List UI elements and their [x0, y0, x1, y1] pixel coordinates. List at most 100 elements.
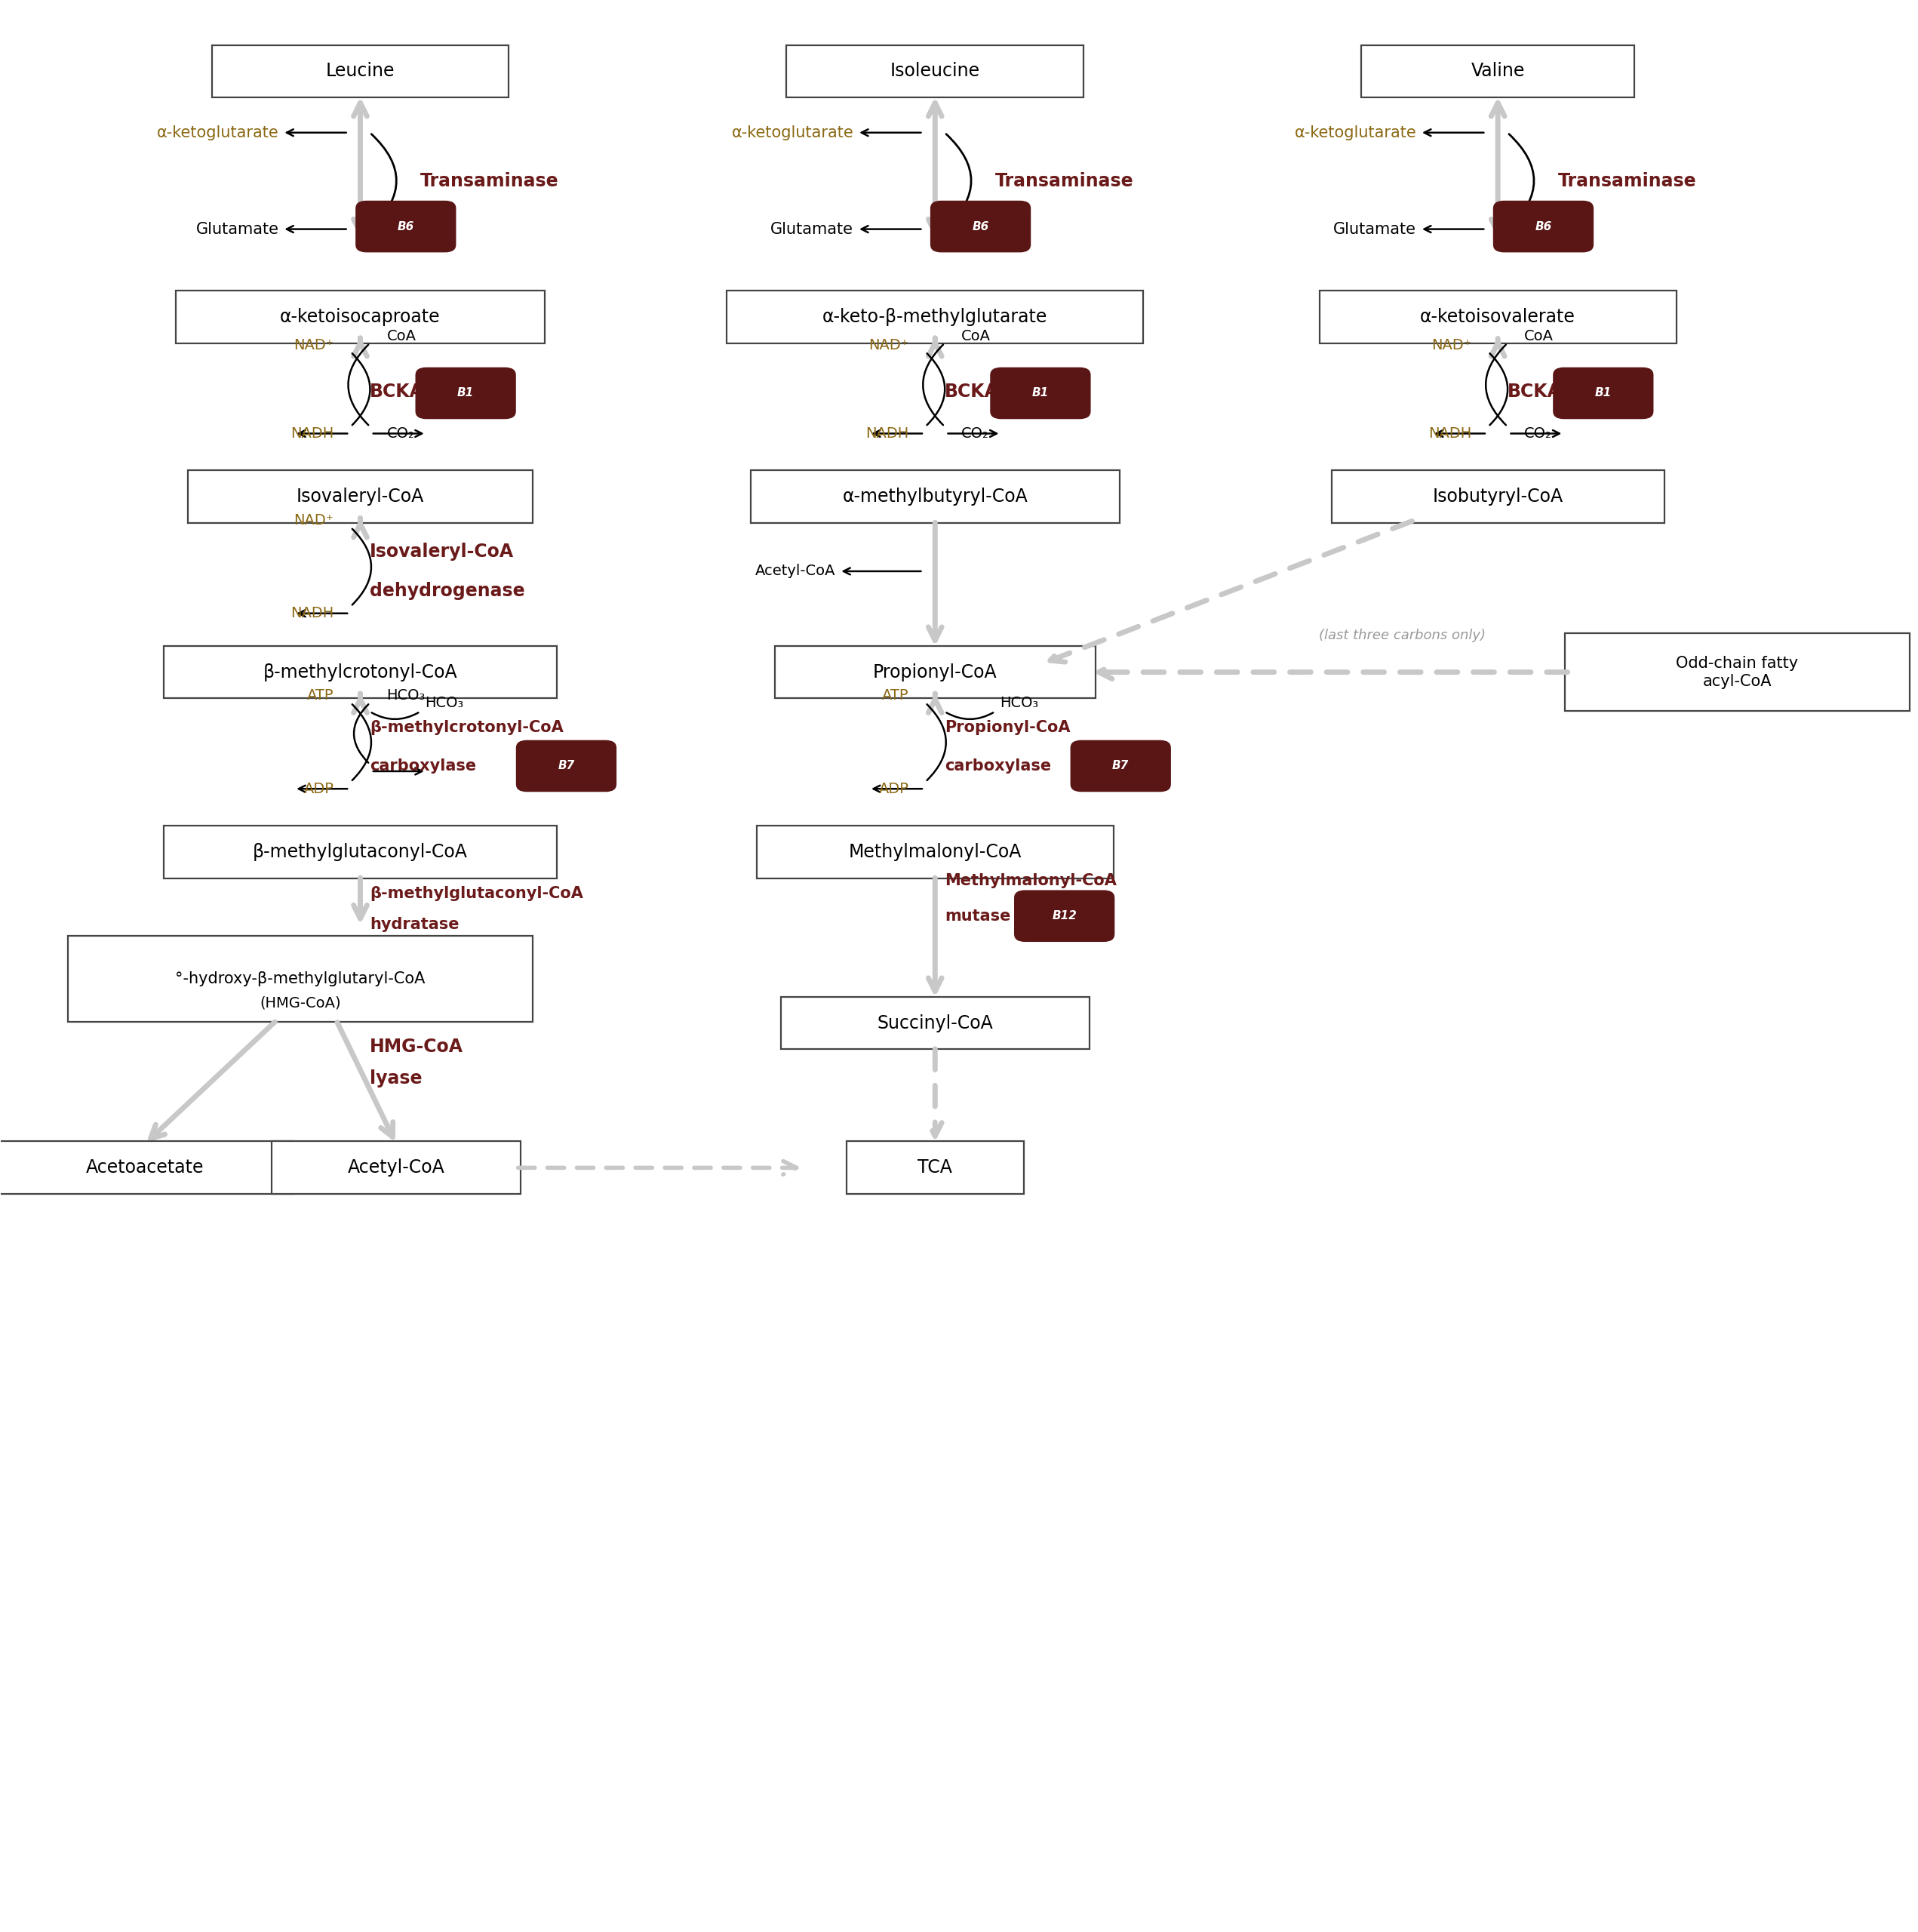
FancyBboxPatch shape [1070, 740, 1172, 792]
Text: BCKAD: BCKAD [1508, 383, 1577, 400]
Text: Transaminase: Transaminase [420, 172, 558, 189]
Text: BCKAD: BCKAD [946, 383, 1015, 400]
Text: β-methylcrotonyl-CoA: β-methylcrotonyl-CoA [263, 663, 458, 682]
Text: α-ketoisovalerate: α-ketoisovalerate [1419, 307, 1575, 327]
Text: B1: B1 [1032, 388, 1049, 398]
Text: Transaminase: Transaminase [995, 172, 1134, 189]
Text: α-ketoglutarate: α-ketoglutarate [157, 126, 278, 141]
FancyBboxPatch shape [846, 1142, 1024, 1194]
FancyBboxPatch shape [163, 825, 556, 879]
Text: carboxylase: carboxylase [370, 759, 476, 773]
Text: CO₂: CO₂ [387, 427, 414, 440]
Text: β-methylglutaconyl-CoA: β-methylglutaconyl-CoA [253, 842, 468, 862]
Text: CO₂: CO₂ [1525, 427, 1552, 440]
FancyBboxPatch shape [0, 1142, 293, 1194]
Text: BCKAD: BCKAD [370, 383, 439, 400]
FancyBboxPatch shape [1492, 201, 1594, 253]
Text: Isovaleryl-CoA: Isovaleryl-CoA [297, 487, 424, 506]
Text: Methylmalonyl-CoA: Methylmalonyl-CoA [946, 873, 1116, 889]
Text: (last three carbons only): (last three carbons only) [1320, 628, 1485, 641]
FancyBboxPatch shape [756, 825, 1114, 879]
FancyBboxPatch shape [1362, 44, 1634, 97]
Text: Glutamate: Glutamate [771, 222, 854, 238]
Text: mutase: mutase [946, 908, 1011, 923]
FancyBboxPatch shape [176, 290, 545, 344]
Text: α-keto-β-methylglutarate: α-keto-β-methylglutarate [823, 307, 1047, 327]
Text: TCA: TCA [917, 1159, 953, 1177]
FancyBboxPatch shape [1565, 634, 1910, 711]
Text: Propionyl-CoA: Propionyl-CoA [946, 721, 1070, 734]
FancyBboxPatch shape [163, 645, 556, 699]
Text: HMG-CoA: HMG-CoA [370, 1037, 464, 1055]
FancyBboxPatch shape [416, 367, 516, 419]
Text: B7: B7 [1112, 761, 1130, 771]
Text: hydratase: hydratase [370, 918, 458, 933]
FancyBboxPatch shape [1015, 891, 1114, 943]
FancyBboxPatch shape [1331, 469, 1665, 524]
FancyBboxPatch shape [211, 44, 508, 97]
Text: lyase: lyase [370, 1068, 422, 1088]
FancyBboxPatch shape [272, 1142, 520, 1194]
FancyBboxPatch shape [930, 201, 1030, 253]
FancyBboxPatch shape [188, 469, 533, 524]
Text: CoA: CoA [387, 328, 416, 344]
FancyBboxPatch shape [1554, 367, 1653, 419]
Text: Propionyl-CoA: Propionyl-CoA [873, 663, 997, 682]
FancyBboxPatch shape [727, 290, 1143, 344]
Text: β-methylcrotonyl-CoA: β-methylcrotonyl-CoA [370, 721, 564, 734]
FancyBboxPatch shape [69, 937, 533, 1022]
Text: Acetoacetate: Acetoacetate [86, 1159, 203, 1177]
Text: ADP: ADP [878, 782, 909, 796]
Text: NAD⁺: NAD⁺ [1431, 338, 1471, 352]
Text: HCO₃: HCO₃ [387, 688, 426, 703]
Text: CoA: CoA [1525, 328, 1554, 344]
FancyBboxPatch shape [775, 645, 1095, 699]
FancyBboxPatch shape [781, 997, 1089, 1049]
Text: Glutamate: Glutamate [1333, 222, 1415, 238]
Text: NADH: NADH [1429, 427, 1471, 440]
Text: ATP: ATP [307, 688, 334, 703]
Text: B6: B6 [972, 220, 990, 232]
Text: dehydrogenase: dehydrogenase [370, 582, 526, 599]
Text: NADH: NADH [865, 427, 909, 440]
Text: CoA: CoA [961, 328, 992, 344]
FancyBboxPatch shape [990, 367, 1091, 419]
Text: B7: B7 [558, 761, 575, 771]
FancyBboxPatch shape [750, 469, 1120, 524]
Text: ADP: ADP [303, 782, 334, 796]
Text: Leucine: Leucine [326, 62, 395, 81]
Text: Succinyl-CoA: Succinyl-CoA [877, 1014, 994, 1032]
Text: HCO₃: HCO₃ [426, 696, 464, 709]
Text: °-hydroxy-β-methylglutaryl-CoA: °-hydroxy-β-methylglutaryl-CoA [175, 972, 426, 987]
Text: CO₂: CO₂ [961, 427, 990, 440]
Text: Odd-chain fatty
acyl-CoA: Odd-chain fatty acyl-CoA [1676, 655, 1799, 688]
Text: Transaminase: Transaminase [1557, 172, 1696, 189]
Text: α-ketoisocaproate: α-ketoisocaproate [280, 307, 441, 327]
Text: ATP: ATP [882, 688, 909, 703]
Text: NAD⁺: NAD⁺ [869, 338, 909, 352]
Text: β-methylglutaconyl-CoA: β-methylglutaconyl-CoA [370, 885, 583, 900]
Text: NAD⁺: NAD⁺ [293, 514, 334, 527]
Text: α-ketoglutarate: α-ketoglutarate [731, 126, 854, 141]
Text: Acetyl-CoA: Acetyl-CoA [347, 1159, 445, 1177]
FancyBboxPatch shape [355, 201, 456, 253]
Text: B6: B6 [1534, 220, 1552, 232]
Text: B12: B12 [1051, 910, 1076, 922]
Text: Isovaleryl-CoA: Isovaleryl-CoA [370, 543, 514, 560]
Text: Acetyl-CoA: Acetyl-CoA [756, 564, 836, 578]
Text: α-ketoglutarate: α-ketoglutarate [1295, 126, 1415, 141]
Text: α-methylbutyryl-CoA: α-methylbutyryl-CoA [842, 487, 1028, 506]
FancyBboxPatch shape [1320, 290, 1676, 344]
Text: NADH: NADH [292, 427, 334, 440]
Text: (HMG-CoA): (HMG-CoA) [259, 995, 341, 1010]
Text: carboxylase: carboxylase [946, 759, 1051, 773]
Text: Isobutyryl-CoA: Isobutyryl-CoA [1433, 487, 1563, 506]
Text: NAD⁺: NAD⁺ [293, 338, 334, 352]
Text: HCO₃: HCO₃ [999, 696, 1038, 709]
Text: B1: B1 [456, 388, 474, 398]
FancyBboxPatch shape [516, 740, 616, 792]
Text: B1: B1 [1596, 388, 1611, 398]
Text: Isoleucine: Isoleucine [890, 62, 980, 81]
Text: NADH: NADH [292, 607, 334, 620]
Text: B6: B6 [397, 220, 414, 232]
